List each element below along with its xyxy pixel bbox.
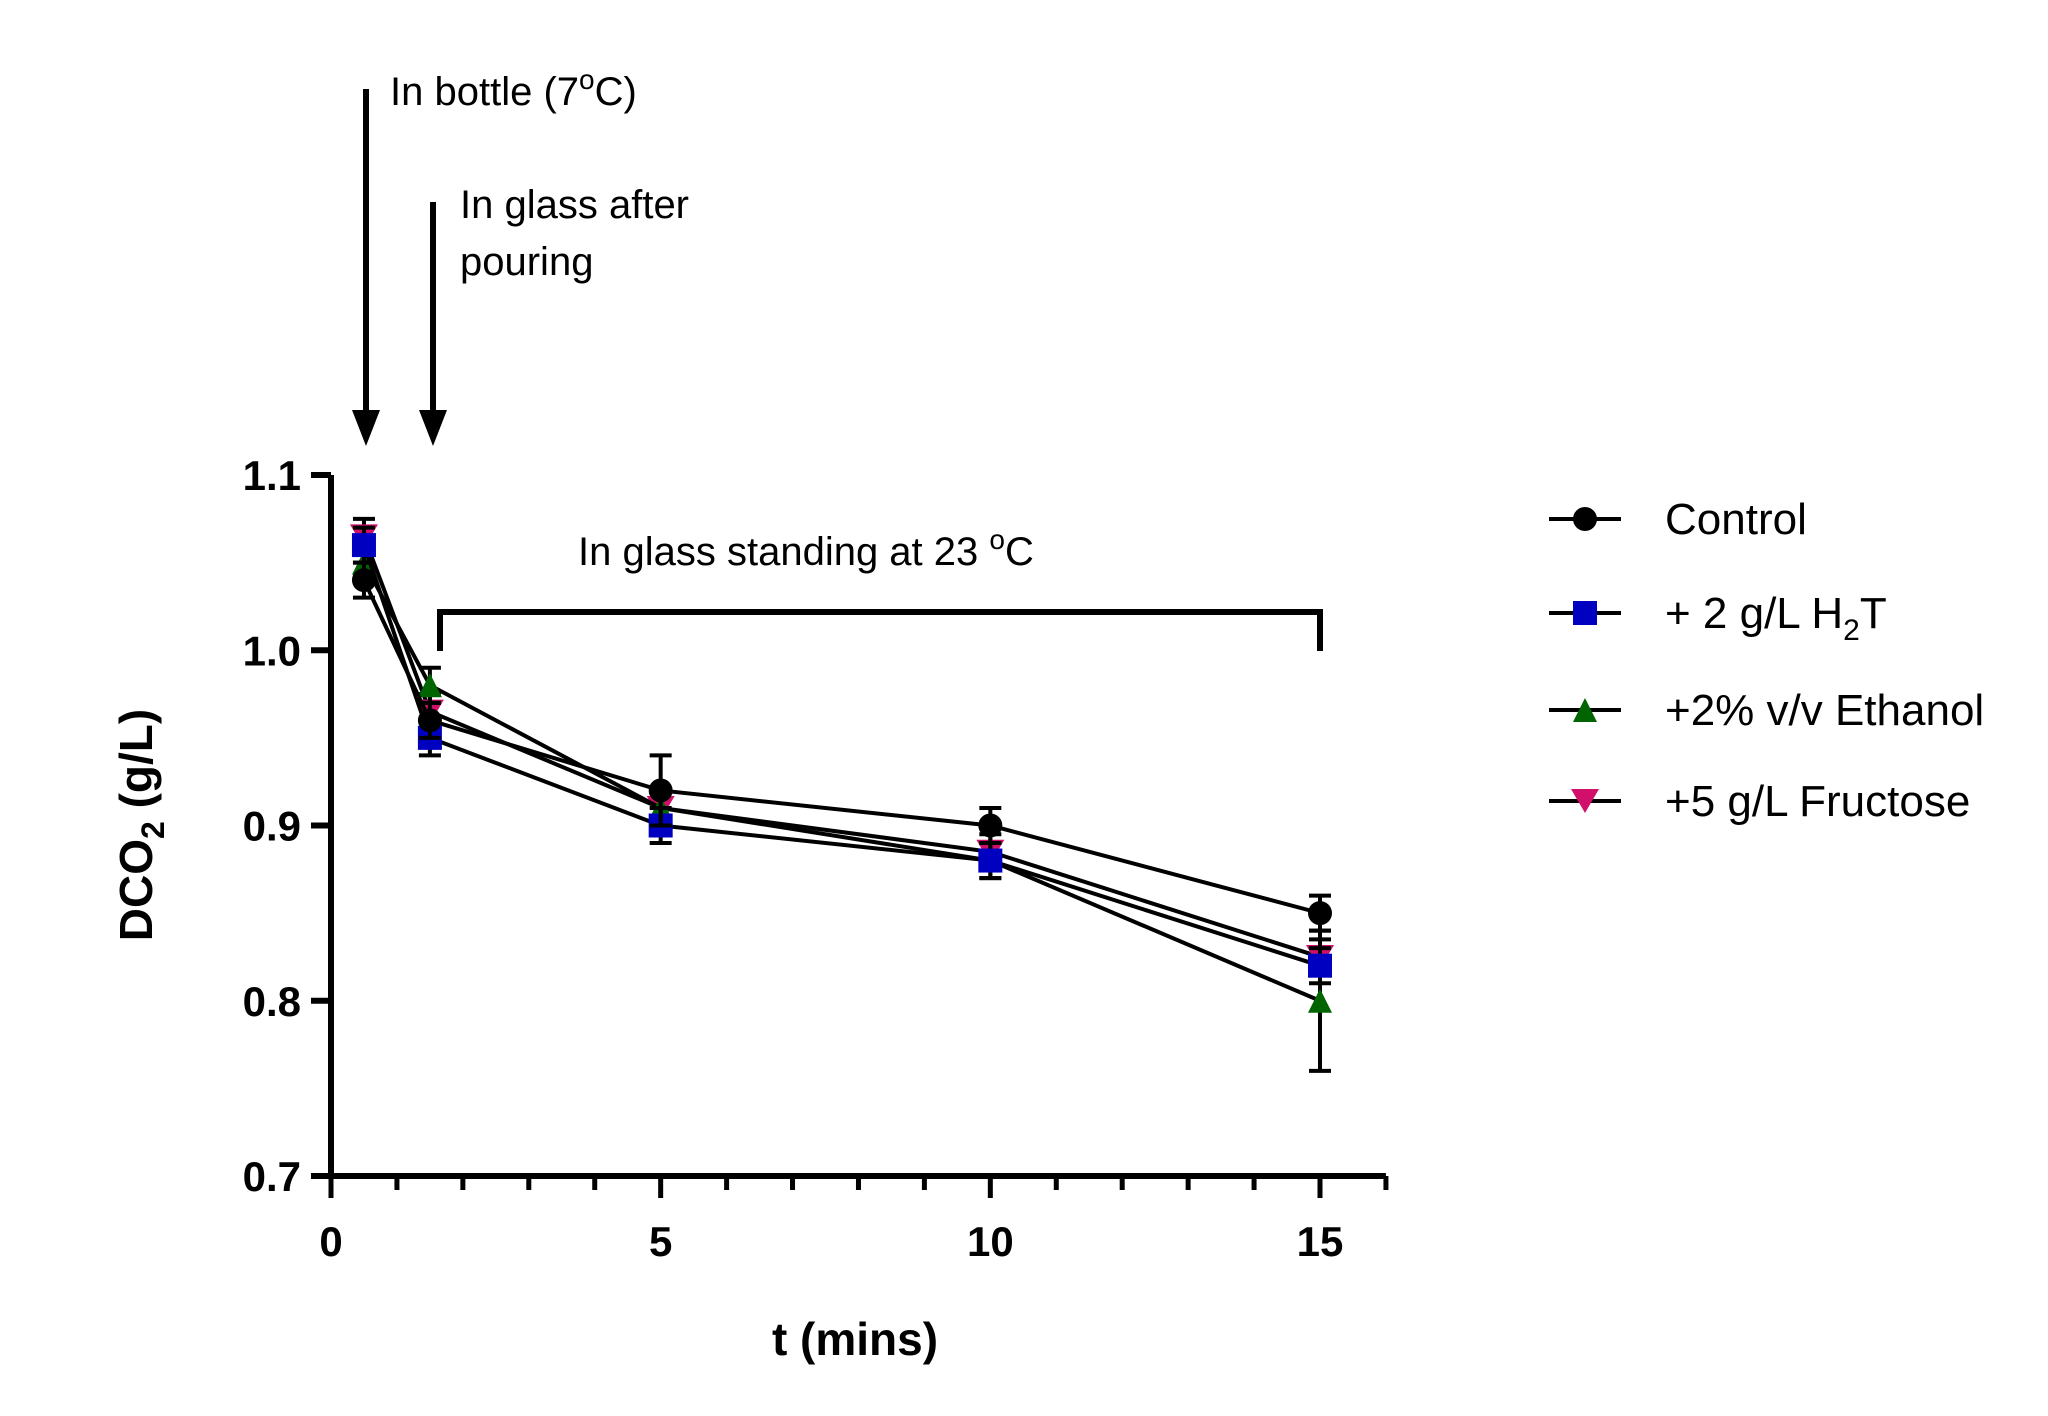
series-line bbox=[362, 561, 1321, 1003]
legend-marker bbox=[1571, 789, 1599, 813]
series-line bbox=[362, 535, 1321, 959]
annotation-glass: In glass after pouring bbox=[419, 183, 689, 446]
arrow-down-icon bbox=[419, 410, 447, 446]
x-axis-label: t (mins) bbox=[772, 1313, 938, 1365]
y-tick-label: 0.8 bbox=[243, 978, 301, 1025]
legend-label: +5 g/L Fructose bbox=[1665, 777, 1970, 826]
series-0 bbox=[351, 560, 1332, 933]
legend-item: + 2 g/L H2T bbox=[1549, 589, 1887, 647]
svg-text:pouring: pouring bbox=[460, 240, 593, 284]
legend-marker bbox=[1573, 507, 1597, 531]
x-tick-label: 10 bbox=[967, 1218, 1014, 1265]
legend-item: Control bbox=[1549, 495, 1807, 544]
data-point bbox=[1308, 988, 1332, 1013]
x-tick-label: 5 bbox=[649, 1218, 672, 1265]
data-marks bbox=[349, 516, 1334, 1073]
y-tick-label: 1.0 bbox=[243, 627, 301, 674]
legend: Control + 2 g/L H2T +2% v/v Ethanol +5 g/L … bbox=[1549, 495, 1984, 826]
legend-label: Control bbox=[1665, 495, 1807, 544]
x-tick-label: 0 bbox=[319, 1218, 342, 1265]
legend-marker bbox=[1573, 601, 1597, 625]
svg-text:In glass after: In glass after bbox=[460, 183, 689, 227]
y-tick-label: 0.9 bbox=[243, 803, 301, 850]
svg-text:In bottle (7oC): In bottle (7oC) bbox=[390, 64, 637, 114]
series-line bbox=[362, 579, 1321, 916]
series-3 bbox=[349, 516, 1334, 977]
data-point bbox=[417, 673, 442, 698]
annotation-bottle: In bottle (7oC) bbox=[352, 64, 637, 446]
data-point bbox=[1308, 953, 1332, 978]
data-point bbox=[648, 778, 673, 803]
data-point bbox=[978, 848, 1003, 873]
data-point bbox=[351, 533, 376, 558]
legend-item: +5 g/L Fructose bbox=[1549, 777, 1970, 826]
legend-label: + 2 g/L H2T bbox=[1665, 589, 1887, 647]
arrow-down-icon bbox=[352, 410, 380, 446]
annotation-standing: In glass standing at 23 oC bbox=[437, 524, 1323, 651]
series-line bbox=[362, 544, 1321, 968]
legend-label: +2% v/v Ethanol bbox=[1665, 686, 1984, 735]
axes: 0.7 0.8 0.9 1.0 1.1 0 5 10 15 bbox=[243, 452, 1389, 1265]
data-point bbox=[978, 813, 1003, 838]
legend-item: +2% v/v Ethanol bbox=[1549, 686, 1984, 735]
x-tick-label: 15 bbox=[1297, 1218, 1344, 1265]
svg-text:In glass standing at 23 oC: In glass standing at 23 oC bbox=[578, 524, 1034, 574]
y-tick-label: 0.7 bbox=[243, 1153, 301, 1200]
y-tick-label: 1.1 bbox=[243, 452, 301, 499]
data-point bbox=[351, 568, 376, 593]
data-point bbox=[417, 708, 442, 733]
data-point bbox=[1308, 901, 1332, 926]
y-axis-label: DCO2 (g/L) bbox=[110, 709, 171, 941]
legend-marker bbox=[1573, 698, 1597, 722]
